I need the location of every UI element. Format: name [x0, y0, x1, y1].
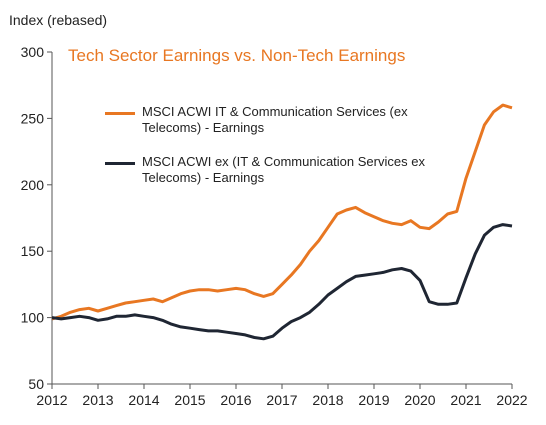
- y-tick-label: 150: [21, 243, 45, 259]
- chart-title: Tech Sector Earnings vs. Non-Tech Earnin…: [68, 46, 406, 65]
- x-tick-label: 2018: [312, 392, 343, 408]
- y-tick-label: 250: [21, 110, 45, 126]
- legend-label-nontech: MSCI ACWI ex (IT & Communication Service…: [142, 154, 425, 185]
- legend-label-tech: MSCI ACWI IT & Communication Services (e…: [142, 104, 408, 135]
- y-tick-label: 200: [21, 177, 45, 193]
- y-tick-label: 100: [21, 310, 45, 326]
- legend-swatch-nontech: [105, 162, 135, 165]
- x-tick-label: 2022: [496, 392, 527, 408]
- x-tick-label: 2014: [128, 392, 159, 408]
- x-tick-label: 2017: [266, 392, 297, 408]
- y-tick-label: 300: [21, 44, 45, 60]
- legend-swatch-tech: [105, 112, 135, 115]
- series-line-nontech: [51, 223, 513, 341]
- y-axis-label: Index (rebased): [9, 12, 108, 28]
- x-tick-label: 2020: [404, 392, 435, 408]
- legend-item-tech: MSCI ACWI IT & Communication Services (e…: [105, 104, 442, 136]
- x-tick-label: 2021: [450, 392, 481, 408]
- series-line-tech: [51, 103, 513, 321]
- legend-item-nontech: MSCI ACWI ex (IT & Communication Service…: [105, 154, 442, 186]
- x-tick-label: 2016: [220, 392, 251, 408]
- x-tick-label: 2013: [82, 392, 113, 408]
- y-tick-label: 50: [28, 376, 44, 392]
- series-group: [51, 103, 513, 341]
- x-tick-label: 2019: [358, 392, 389, 408]
- x-tick-label: 2012: [36, 392, 67, 408]
- axes: 50 100 150 200 250 300 2012 2013 2014 2015 2016 201…: [21, 44, 528, 408]
- x-tick-label: 2015: [174, 392, 205, 408]
